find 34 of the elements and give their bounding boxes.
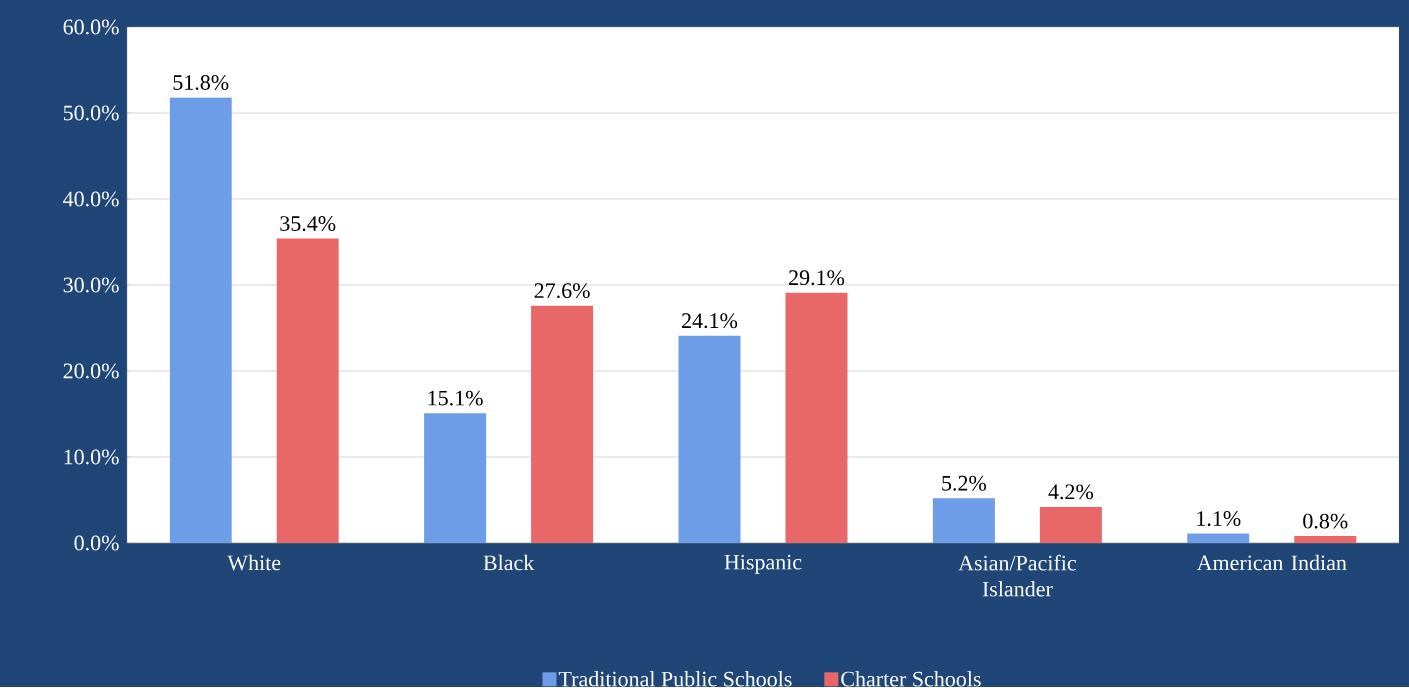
y-tick-label: 20.0%: [63, 363, 119, 379]
bar: [1039, 507, 1102, 544]
legend-label: Charter Schools: [841, 671, 981, 687]
legend-label: Traditional Public Schools: [558, 671, 792, 687]
y-tick-label: 0.0%: [74, 535, 119, 551]
x-tick-label: Asian/Pacific Islander: [958, 555, 1076, 597]
x-tick-label: American Indian: [1196, 555, 1347, 571]
bar: [531, 305, 594, 544]
data-label: 24.1%: [682, 313, 738, 329]
data-label: 29.1%: [789, 270, 845, 286]
bar: [1294, 536, 1357, 544]
data-label: 27.6%: [534, 283, 590, 299]
x-tick-label: Black: [483, 555, 535, 571]
y-tick-label: 50.0%: [63, 105, 119, 121]
bar: [1187, 533, 1250, 544]
bar: [169, 97, 232, 544]
data-label: 0.8%: [1303, 513, 1348, 529]
bar: [785, 292, 848, 544]
y-tick-label: 30.0%: [63, 277, 119, 293]
data-label: 5.2%: [942, 476, 987, 491]
data-label: 1.1%: [1197, 511, 1241, 527]
data-label: 35.4%: [280, 216, 336, 232]
y-tick-label: 40.0%: [63, 191, 119, 207]
x-tick-label: Hispanic: [724, 555, 802, 575]
bar: [932, 498, 995, 544]
data-label: 15.1%: [428, 390, 483, 406]
bar: [678, 335, 741, 544]
data-label: 4.2%: [1048, 484, 1094, 500]
data-label: 51.8%: [173, 75, 229, 91]
x-tick-label: White: [227, 555, 281, 571]
y-tick-label: 60.0%: [63, 19, 119, 35]
y-tick-label: 10.0%: [64, 449, 119, 465]
bar: [276, 238, 339, 544]
bar: [424, 413, 487, 544]
